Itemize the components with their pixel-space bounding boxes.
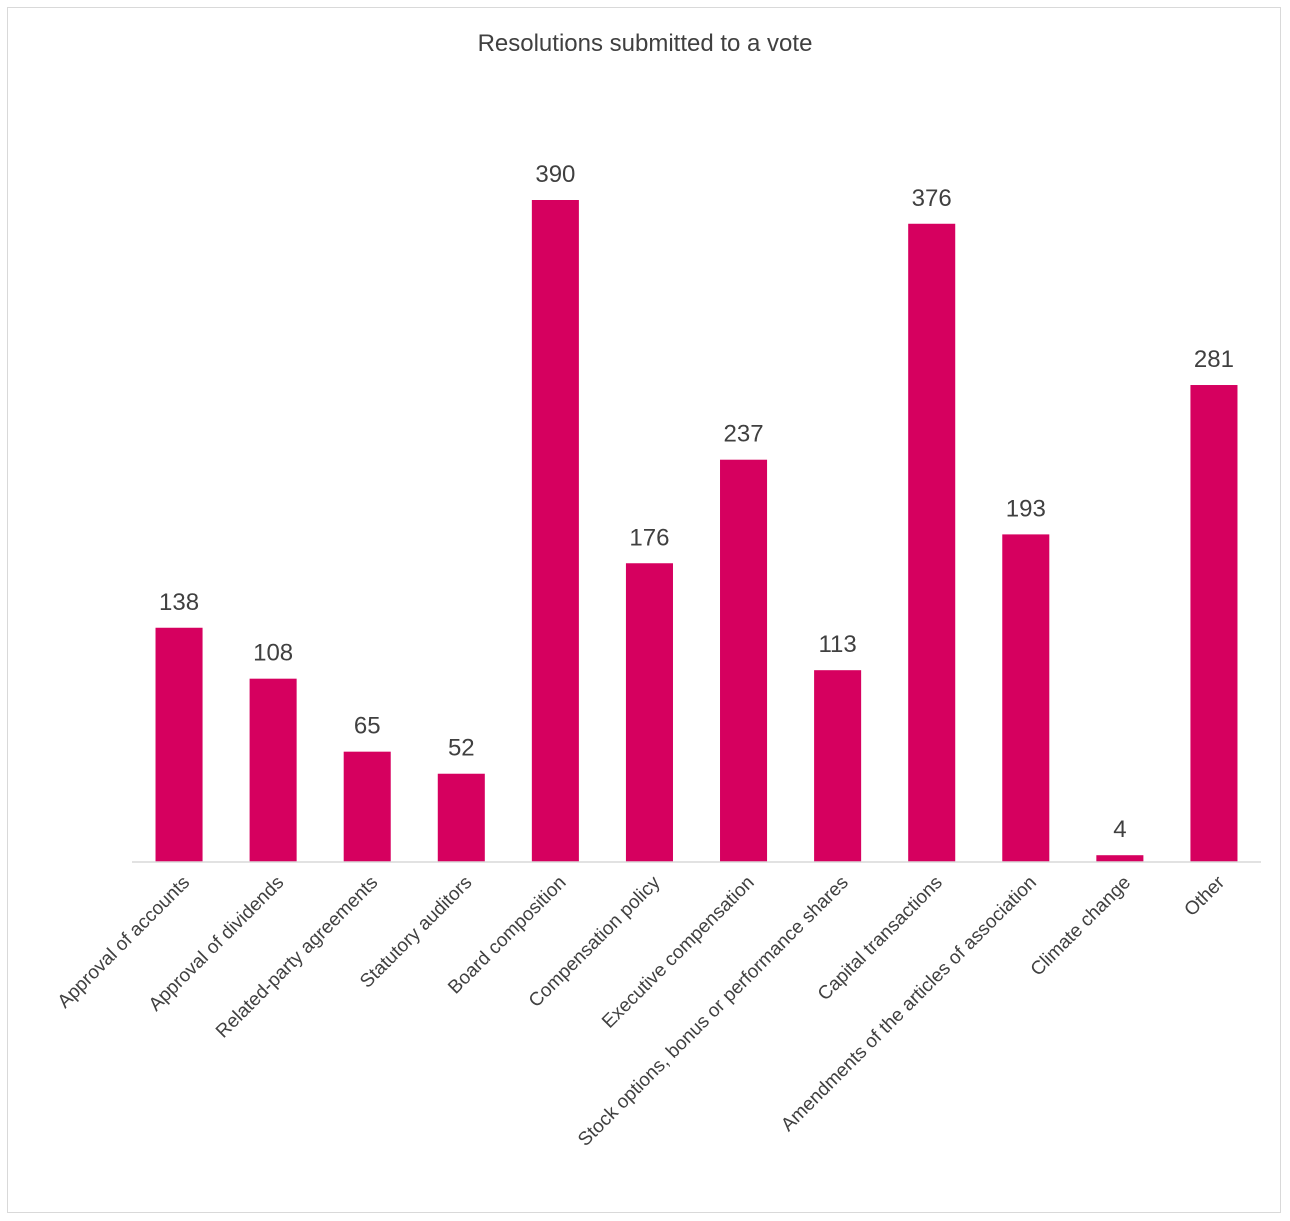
data-label: 390	[535, 161, 575, 188]
data-label: 108	[253, 640, 293, 667]
bar-executive-compensation	[720, 459, 768, 862]
bar-board-composition	[531, 200, 579, 862]
bars-group	[155, 200, 1238, 862]
data-label: 281	[1194, 346, 1234, 373]
bar-capital-transactions	[908, 223, 956, 862]
x-tick-label: Other	[1181, 872, 1230, 921]
data-label: 138	[159, 589, 199, 616]
x-tick-label: Climate change	[1027, 872, 1135, 980]
x-tick-label: Executive compensation	[598, 872, 758, 1032]
bar-compensation-policy	[625, 563, 673, 862]
data-label: 237	[724, 421, 764, 448]
value-labels-group: 138 108 65 52 390 176 237 113 376 193 4 281	[159, 161, 1234, 843]
data-label: 113	[818, 631, 856, 658]
data-label: 193	[1006, 495, 1046, 522]
bar-approval-of-dividends	[249, 678, 297, 862]
bar-approval-of-accounts	[155, 627, 203, 862]
bar-statutory-auditors	[437, 773, 485, 862]
bar-stock-options-bonus-or-performance-shares	[814, 670, 862, 862]
bar-amendments-of-the-articles-of-association	[1002, 534, 1050, 862]
x-tick-label: Related-party agreements	[212, 872, 382, 1042]
data-label: 65	[354, 713, 381, 740]
chart-title: Resolutions submitted to a vote	[477, 30, 813, 57]
bar-climate-change	[1096, 855, 1144, 862]
data-label: 376	[912, 185, 952, 212]
data-label: 4	[1113, 816, 1126, 843]
data-label: 52	[448, 735, 475, 762]
data-label: 176	[629, 524, 669, 551]
bar-other	[1190, 385, 1238, 862]
bar-related-party-agreements	[343, 751, 391, 862]
